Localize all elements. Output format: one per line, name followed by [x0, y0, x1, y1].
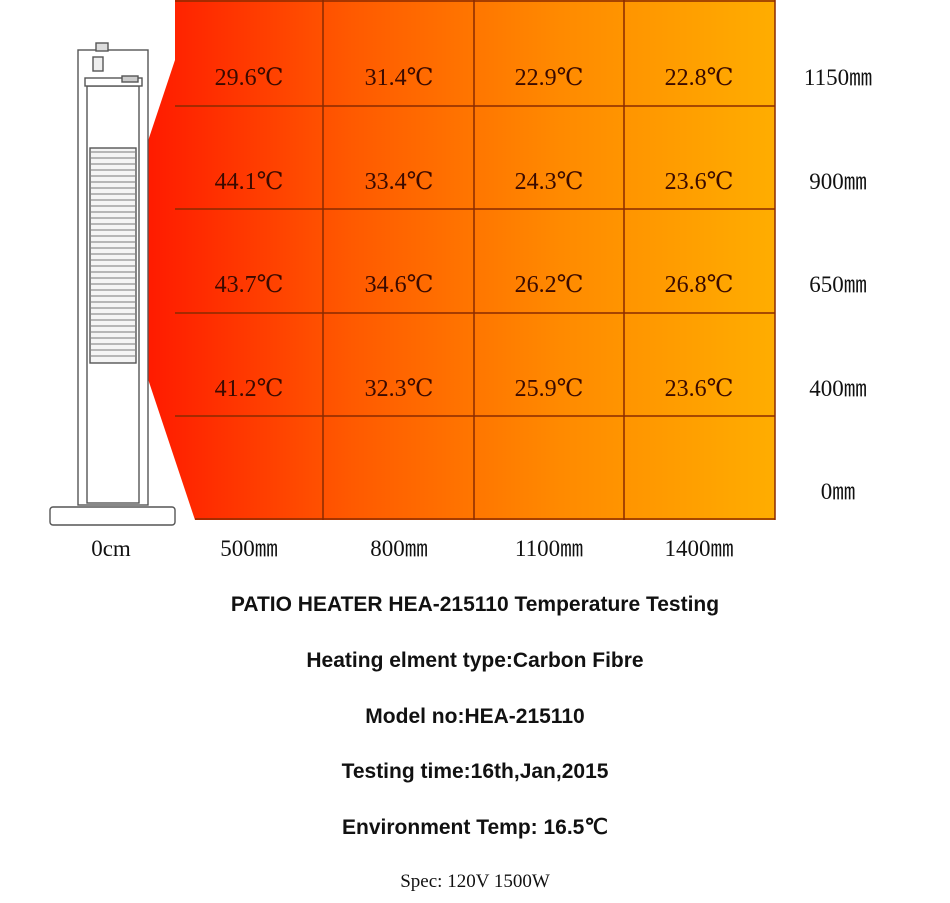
- cell-value: 34.6℃: [365, 272, 434, 298]
- cell-value: 43.7℃: [215, 272, 284, 298]
- cell-value: 23.6℃: [665, 169, 734, 195]
- cell-value: 33.4℃: [365, 169, 434, 195]
- cell-value: 23.6℃: [665, 376, 734, 402]
- cell-value: 32.3℃: [365, 376, 434, 402]
- cell-value: 29.6℃: [215, 65, 284, 91]
- model-caption: Model no:HEA-215110: [365, 705, 585, 728]
- heater-coils: [91, 151, 135, 357]
- cell-value: 22.9℃: [515, 65, 584, 91]
- y-tick-label: 900㎜: [809, 169, 867, 194]
- x-tick-label: 1100㎜: [515, 536, 583, 561]
- grid: [175, 0, 776, 520]
- x-tick-label: 0cm: [91, 536, 131, 561]
- x-tick-label: 800㎜: [370, 536, 428, 561]
- cell-value: 31.4℃: [365, 65, 434, 91]
- x-axis-labels: 0cm 500㎜ 800㎜ 1100㎜ 1400㎜: [91, 536, 733, 561]
- element-type-caption: Heating elment type:Carbon Fibre: [306, 649, 644, 672]
- y-tick-label: 650㎜: [809, 272, 867, 297]
- y-tick-label: 0㎜: [821, 479, 856, 504]
- cell-value: 25.9℃: [515, 376, 584, 402]
- cell-value: 44.1℃: [215, 169, 284, 195]
- x-tick-label: 500㎜: [220, 536, 278, 561]
- heater-illustration: [49, 42, 176, 526]
- chart-title: PATIO HEATER HEA-215110 Temperature Test…: [230, 593, 720, 616]
- cell-value: 26.2℃: [515, 272, 584, 298]
- environment-temp-caption: Environment Temp: 16.5℃: [342, 816, 608, 839]
- y-tick-label: 1150㎜: [804, 65, 872, 90]
- testing-time-caption: Testing time:16th,Jan,2015: [341, 760, 609, 783]
- cell-value: 22.8℃: [665, 65, 734, 91]
- y-tick-label: 400㎜: [809, 376, 867, 401]
- spec-caption: Spec: 120V 1500W: [400, 871, 550, 892]
- cell-value: 26.8℃: [665, 272, 734, 298]
- x-tick-label: 1400㎜: [665, 536, 734, 561]
- heat-field: [145, 0, 775, 520]
- cell-value: 24.3℃: [515, 169, 584, 195]
- cell-labels: 29.6℃ 31.4℃ 22.9℃ 22.8℃ 44.1℃ 33.4℃ 24.3℃ 23.6℃…: [215, 65, 734, 402]
- cell-value: 41.2℃: [215, 376, 284, 402]
- y-axis-labels: 1150㎜ 900㎜ 650㎜ 400㎜ 0㎜: [804, 65, 872, 504]
